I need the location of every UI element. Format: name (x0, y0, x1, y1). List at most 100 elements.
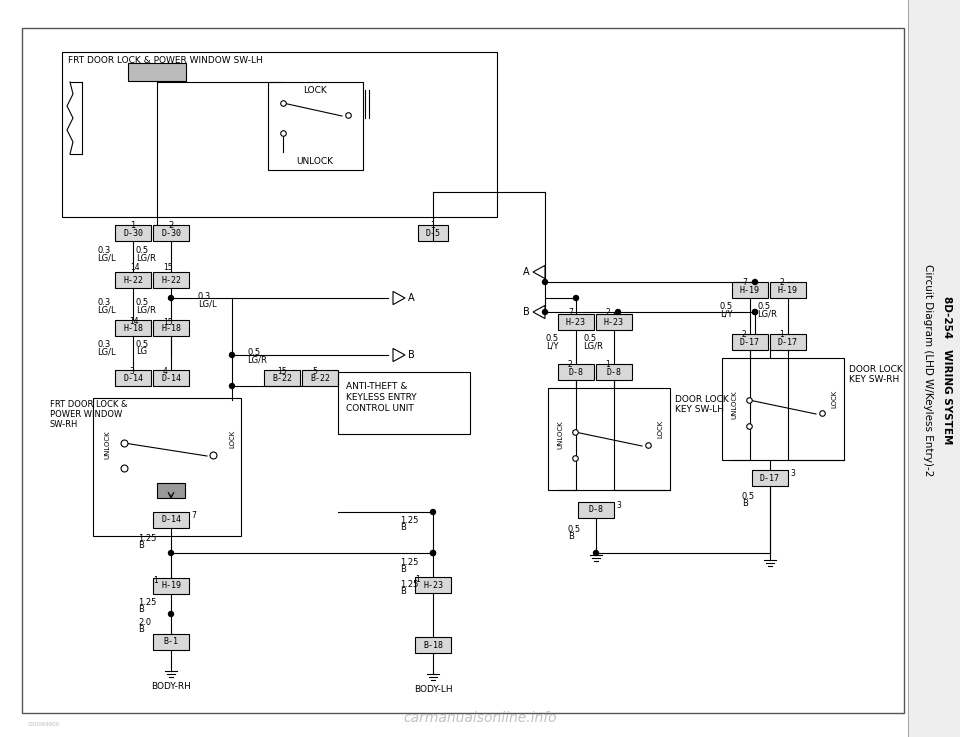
Text: 2: 2 (568, 360, 573, 369)
Text: LOCK: LOCK (831, 390, 837, 408)
Text: 7: 7 (742, 278, 747, 287)
Circle shape (593, 551, 598, 556)
Text: 0.5: 0.5 (136, 246, 149, 255)
Text: 8D-254   WIRING SYSTEM: 8D-254 WIRING SYSTEM (942, 296, 952, 444)
Text: 0.5: 0.5 (757, 302, 770, 311)
Text: LG/R: LG/R (247, 355, 267, 364)
Text: LG/R: LG/R (757, 309, 777, 318)
Text: B-22: B-22 (272, 374, 292, 383)
Circle shape (169, 612, 174, 616)
Text: H-22: H-22 (161, 276, 181, 284)
Bar (264, 370, 300, 386)
Text: D-30: D-30 (161, 228, 181, 237)
Circle shape (169, 296, 174, 301)
Text: LG: LG (136, 347, 147, 356)
Text: CONTROL UNIT: CONTROL UNIT (346, 404, 414, 413)
Text: 3: 3 (790, 469, 795, 478)
Text: D-17: D-17 (778, 338, 798, 346)
Text: 2: 2 (742, 330, 747, 339)
Text: D-8: D-8 (588, 506, 604, 514)
Bar (558, 314, 594, 330)
Text: 1.25: 1.25 (138, 598, 156, 607)
Text: B-1: B-1 (163, 638, 179, 646)
Bar (596, 314, 632, 330)
Text: 1: 1 (605, 360, 610, 369)
Text: D-17: D-17 (740, 338, 760, 346)
Text: 2: 2 (168, 221, 174, 230)
Text: LG/L: LG/L (97, 347, 115, 356)
Bar (153, 512, 189, 528)
Circle shape (753, 310, 757, 315)
Bar (578, 502, 614, 518)
Text: H-23: H-23 (566, 318, 586, 326)
Text: LG/L: LG/L (97, 305, 115, 314)
Text: B-22: B-22 (310, 374, 330, 383)
Text: D-8: D-8 (607, 368, 621, 377)
Text: 2: 2 (605, 308, 610, 317)
Text: D-8: D-8 (568, 368, 584, 377)
Text: G00069900: G00069900 (28, 722, 60, 727)
Text: DOOR LOCK: DOOR LOCK (849, 365, 902, 374)
Text: 2: 2 (779, 278, 783, 287)
Text: 1: 1 (779, 330, 783, 339)
Text: 5: 5 (312, 367, 317, 376)
Circle shape (753, 279, 757, 284)
Polygon shape (393, 349, 405, 362)
Text: 15: 15 (163, 263, 173, 272)
Text: LG/R: LG/R (136, 253, 156, 262)
Text: KEY SW-RH: KEY SW-RH (849, 375, 900, 384)
Bar (338, 372, 470, 434)
Bar (752, 470, 788, 486)
Text: H-18: H-18 (161, 324, 181, 332)
Text: D-14: D-14 (161, 515, 181, 525)
Text: 1.25: 1.25 (400, 516, 419, 525)
Text: 15: 15 (163, 318, 173, 327)
Text: B: B (138, 605, 144, 614)
Text: 2.0: 2.0 (138, 618, 151, 627)
Text: 1: 1 (415, 575, 420, 584)
Text: 1.25: 1.25 (138, 534, 156, 543)
Circle shape (542, 279, 547, 284)
Bar (908, 0, 960, 737)
Bar (596, 364, 632, 380)
Text: FRT DOOR LOCK &: FRT DOOR LOCK & (50, 400, 128, 409)
Text: 0.3: 0.3 (198, 292, 211, 301)
Text: B: B (400, 587, 406, 596)
Text: H-19: H-19 (778, 285, 798, 295)
Text: Circuit Diagram (LHD W/Keyless Entry)-2: Circuit Diagram (LHD W/Keyless Entry)-2 (923, 264, 933, 476)
Text: L/Y: L/Y (720, 309, 732, 318)
Bar (153, 578, 189, 594)
Text: DOOR LOCK: DOOR LOCK (675, 395, 729, 404)
Text: B: B (400, 565, 406, 574)
Text: 0.5: 0.5 (136, 340, 149, 349)
Text: 3: 3 (129, 367, 133, 376)
Bar (153, 634, 189, 650)
Bar (153, 320, 189, 336)
Text: 1: 1 (131, 221, 135, 230)
Bar (115, 370, 151, 386)
Text: A: A (408, 293, 415, 303)
Text: H-22: H-22 (123, 276, 143, 284)
Text: 3: 3 (616, 501, 621, 510)
Text: D-14: D-14 (123, 374, 143, 383)
Text: UNLOCK: UNLOCK (297, 157, 333, 166)
Text: H-19: H-19 (161, 581, 181, 590)
Text: 7: 7 (568, 308, 573, 317)
Text: B: B (568, 532, 574, 541)
Text: H-23: H-23 (604, 318, 624, 326)
Text: 1.25: 1.25 (400, 558, 419, 567)
Text: 0.5: 0.5 (136, 298, 149, 307)
Bar (732, 282, 768, 298)
Text: D-14: D-14 (161, 374, 181, 383)
Text: B: B (400, 523, 406, 532)
Bar (770, 334, 806, 350)
Text: 0.5: 0.5 (742, 492, 756, 501)
Text: B: B (138, 625, 144, 634)
Circle shape (229, 383, 234, 388)
Bar (732, 334, 768, 350)
Text: L/Y: L/Y (546, 341, 559, 350)
Circle shape (430, 509, 436, 514)
Bar (415, 577, 451, 593)
Bar (722, 358, 844, 460)
Circle shape (573, 296, 579, 301)
